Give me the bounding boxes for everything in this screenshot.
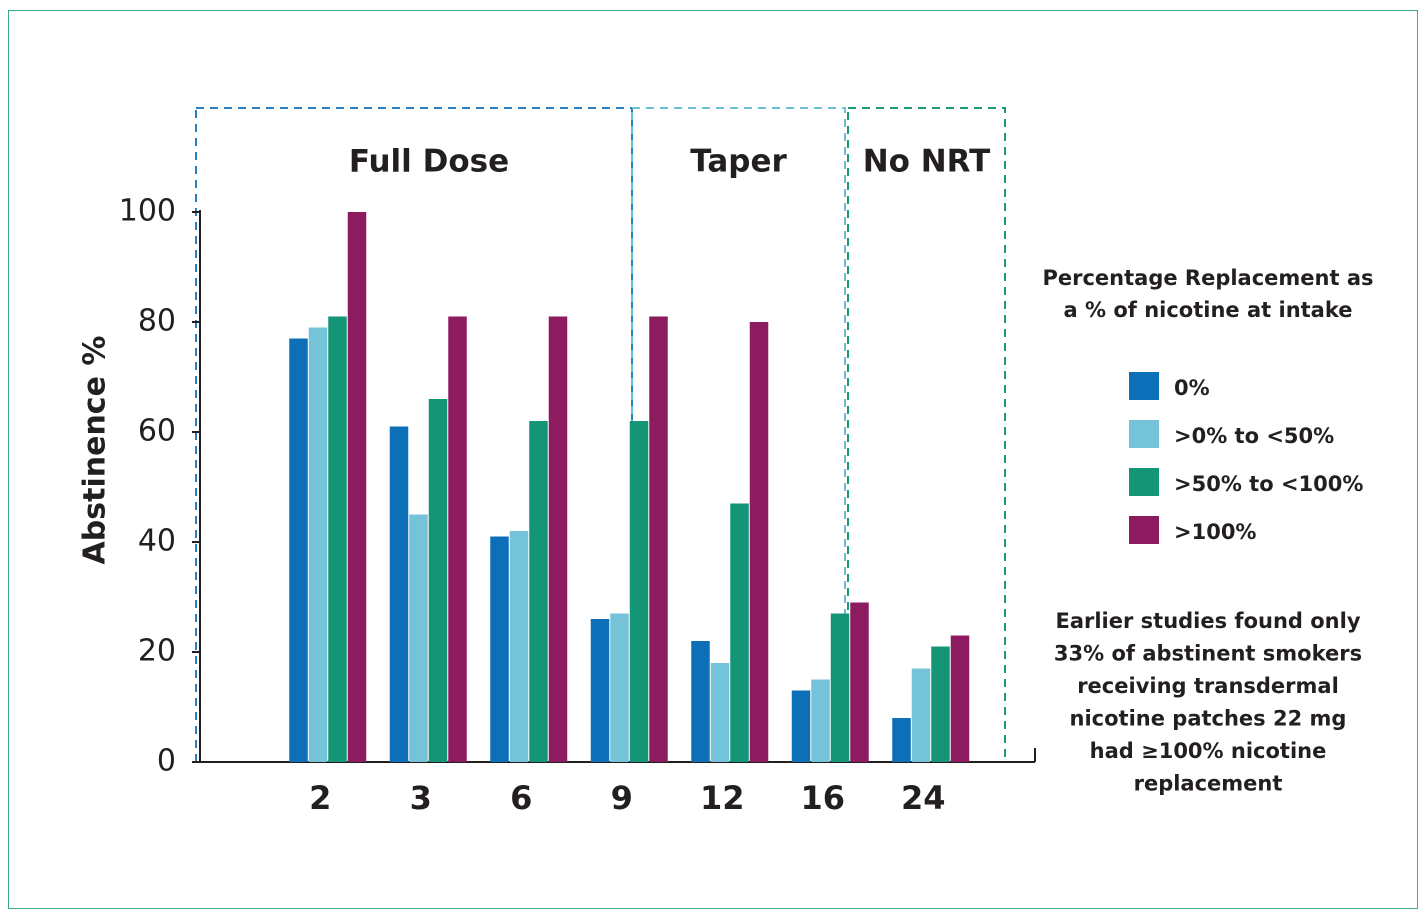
note: 33% of abstinent smokers xyxy=(1054,642,1362,666)
bar xyxy=(289,338,308,762)
y-tick-label: 0 xyxy=(157,744,176,779)
x-tick-label: 3 xyxy=(410,779,432,817)
bar xyxy=(610,613,629,762)
note: Earlier studies found only xyxy=(1055,609,1360,633)
bar xyxy=(892,718,911,762)
phase-box xyxy=(847,107,1006,763)
bar xyxy=(409,514,428,762)
bar xyxy=(649,316,668,762)
legend-swatch xyxy=(1129,420,1159,448)
bar xyxy=(749,322,769,762)
legend-label: >100% xyxy=(1174,520,1256,544)
note: replacement xyxy=(1134,772,1283,796)
bar xyxy=(830,613,850,762)
bar xyxy=(710,663,730,762)
x-tick-label: 9 xyxy=(611,779,633,817)
y-tick-label: 20 xyxy=(138,634,176,669)
bar xyxy=(811,679,830,762)
bar xyxy=(347,212,367,762)
legend-label: 0% xyxy=(1174,376,1210,400)
legend-title: Percentage Replacement as xyxy=(1042,266,1373,290)
bar xyxy=(911,668,931,762)
bar xyxy=(791,690,811,762)
bar xyxy=(328,316,347,762)
bar xyxy=(509,531,529,762)
legend-title: a % of nicotine at intake xyxy=(1064,298,1353,322)
y-tick-label: 60 xyxy=(138,414,176,449)
bar xyxy=(548,316,568,762)
x-tick-label: 12 xyxy=(700,779,745,817)
bar xyxy=(691,641,710,762)
x-tick-label: 6 xyxy=(510,779,532,817)
bar xyxy=(590,619,610,762)
legend-swatch xyxy=(1129,468,1159,496)
phase-label: Full Dose xyxy=(349,144,509,180)
frame xyxy=(8,10,1418,909)
bar xyxy=(389,426,409,762)
bar xyxy=(308,327,328,762)
bar xyxy=(448,316,467,762)
x-tick-label: 16 xyxy=(800,779,845,817)
x-tick-label: 2 xyxy=(309,779,331,817)
bar xyxy=(428,399,448,762)
x-tick-label: 24 xyxy=(901,779,946,817)
legend-label: >0% to <50% xyxy=(1174,424,1334,448)
y-tick-label: 80 xyxy=(138,304,176,339)
phase-label: No NRT xyxy=(863,144,991,180)
bar xyxy=(730,503,749,762)
note: had ≥100% nicotine xyxy=(1090,739,1327,763)
bar xyxy=(529,421,548,762)
legend-swatch xyxy=(1129,516,1159,544)
y-axis-label: Abstinence % xyxy=(78,336,113,565)
bar xyxy=(850,602,869,762)
bar xyxy=(931,646,950,762)
note: nicotine patches 22 mg xyxy=(1070,707,1347,731)
bar xyxy=(629,421,649,762)
y-tick-label: 100 xyxy=(119,194,176,229)
bar xyxy=(490,536,509,762)
legend-label: >50% to <100% xyxy=(1174,472,1363,496)
note: receiving transdermal xyxy=(1077,674,1339,698)
legend-swatch xyxy=(1129,372,1159,400)
bar xyxy=(950,635,970,762)
phase-label: Taper xyxy=(690,144,787,180)
y-tick-label: 40 xyxy=(138,524,176,559)
